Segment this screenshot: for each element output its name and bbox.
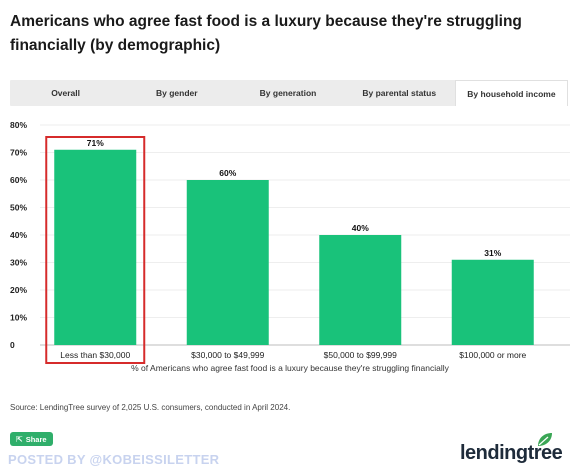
y-tick-label: 0: [10, 340, 15, 350]
x-axis-label: % of Americans who agree fast food is a …: [131, 363, 449, 373]
share-label: Share: [25, 434, 47, 444]
highlight-box: [45, 136, 146, 364]
bar-value-label: 71%: [87, 138, 104, 148]
x-tick-label: $100,000 or more: [459, 350, 526, 360]
tab-by-household-income[interactable]: By household income: [454, 80, 569, 106]
tab-by-generation[interactable]: By generation: [259, 88, 317, 98]
x-tick-label: $30,000 to $49,999: [191, 350, 265, 360]
share-icon: ⇱: [16, 434, 23, 444]
tab-by-gender[interactable]: By gender: [156, 88, 198, 98]
demographic-tabs: Overall By gender By generation By paren…: [10, 80, 569, 106]
watermark: POSTED BY @KOBEISSILETTER: [8, 452, 220, 467]
bar: [54, 149, 137, 345]
bar-value-label: 31%: [484, 248, 501, 258]
y-tick-label: 70%: [10, 148, 27, 158]
y-tick-label: 30%: [10, 258, 27, 268]
source-note: Source: LendingTree survey of 2,025 U.S.…: [10, 403, 291, 412]
bar: [319, 235, 402, 345]
bar-chart: 0 10% 20% 30% 40% 50% 60% 70% 80% 71% Less than $3…: [10, 120, 570, 373]
y-tick-label: 10%: [10, 313, 27, 323]
y-tick-label: 40%: [10, 230, 27, 240]
leaf-icon: [538, 433, 552, 446]
y-tick-label: 60%: [10, 175, 27, 185]
tab-overall[interactable]: Overall: [51, 88, 81, 98]
share-button[interactable]: ⇱ Share: [10, 432, 53, 446]
bar-value-label: 40%: [352, 223, 369, 233]
bar: [451, 259, 534, 345]
x-tick-label: Less than $30,000: [60, 350, 130, 360]
tab-by-parental-status[interactable]: By parental status: [362, 88, 437, 98]
y-tick-label: 80%: [10, 120, 27, 130]
bar-value-label: 60%: [219, 168, 236, 178]
y-tick-label: 50%: [10, 203, 27, 213]
bar: [186, 180, 269, 345]
y-tick-label: 20%: [10, 285, 27, 295]
chart-title: Americans who agree fast food is a luxur…: [10, 13, 522, 54]
lendingtree-logo: lendingtree: [460, 432, 572, 466]
logo-text: lendingtree: [460, 442, 563, 464]
x-tick-label: $50,000 to $99,999: [324, 350, 398, 360]
